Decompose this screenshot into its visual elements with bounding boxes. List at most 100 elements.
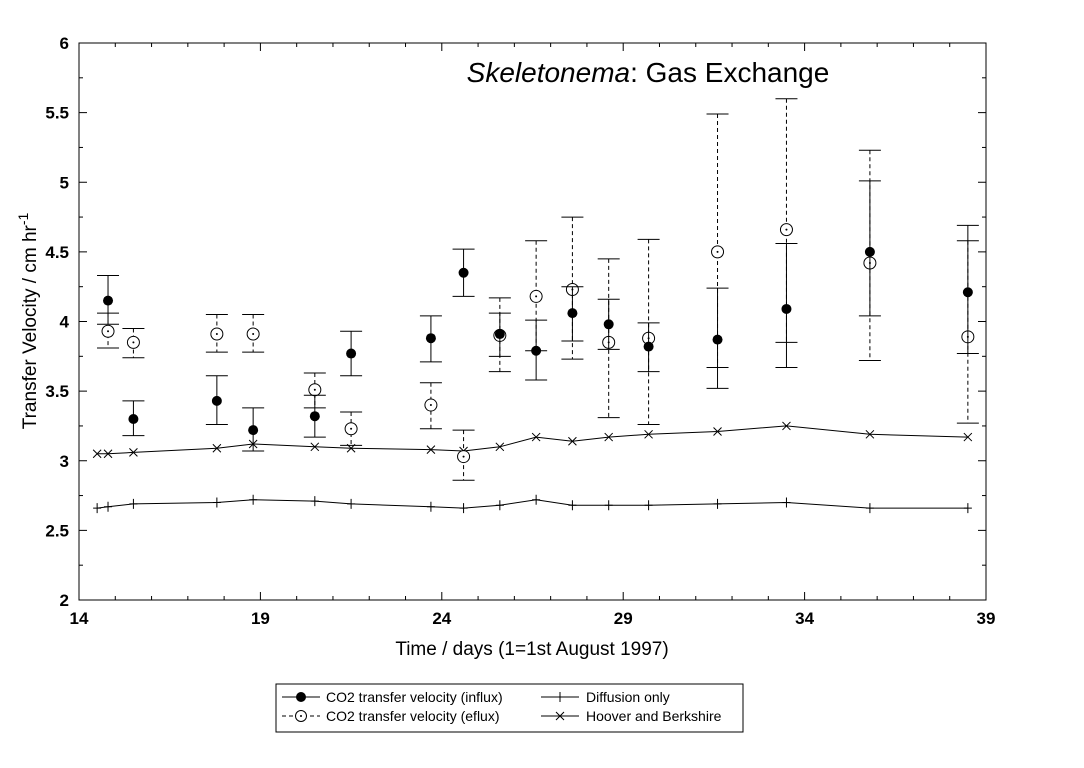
diffusion-point bbox=[310, 496, 319, 507]
influx-point bbox=[309, 411, 320, 422]
x-tick-label: 34 bbox=[795, 609, 814, 628]
influx-point bbox=[211, 395, 222, 406]
diffusion-point bbox=[865, 503, 874, 514]
legend-label-influx: CO2 transfer velocity (influx) bbox=[326, 689, 503, 705]
hoover-berkshire-point bbox=[963, 432, 973, 442]
y-tick-label: 4 bbox=[60, 313, 70, 332]
y-tick-label: 2.5 bbox=[45, 521, 69, 540]
influx-point bbox=[248, 425, 259, 436]
chart-title: Skeletonema: Gas Exchange bbox=[467, 57, 830, 88]
legend-label-hoover: Hoover and Berkshire bbox=[586, 708, 722, 724]
influx-point bbox=[346, 348, 357, 359]
eflux-point-center bbox=[350, 427, 353, 430]
diffusion-point bbox=[426, 501, 435, 512]
influx-point bbox=[603, 319, 614, 330]
diffusion-point bbox=[249, 494, 258, 505]
influx-point bbox=[712, 334, 723, 345]
eflux-point-center bbox=[107, 330, 110, 333]
diffusion-point bbox=[604, 500, 613, 511]
hoover-berkshire-point bbox=[604, 432, 614, 442]
influx-point bbox=[531, 345, 542, 356]
influx-point bbox=[458, 267, 469, 278]
legend-box bbox=[275, 683, 744, 733]
diffusion-point bbox=[782, 497, 791, 508]
legend-entry-diffusion: Diffusion only bbox=[541, 689, 670, 705]
eflux-point-center bbox=[429, 404, 432, 407]
influx-point bbox=[103, 295, 114, 306]
eflux-point-center bbox=[716, 250, 719, 253]
hoover-berkshire-point bbox=[310, 442, 320, 452]
influx-point bbox=[494, 329, 505, 340]
y-tick-label: 3.5 bbox=[45, 382, 69, 401]
chart-title-rest: : Gas Exchange bbox=[630, 57, 829, 88]
legend-marker-influx bbox=[296, 692, 306, 702]
influx-point bbox=[864, 246, 875, 257]
diffusion-point bbox=[459, 503, 468, 514]
diffusion-point bbox=[347, 498, 356, 509]
diffusion-point bbox=[104, 501, 113, 512]
x-tick-label: 19 bbox=[251, 609, 270, 628]
x-tick-label: 14 bbox=[70, 609, 89, 628]
eflux-point-center bbox=[535, 295, 538, 298]
hoover-berkshire-point bbox=[531, 432, 541, 442]
diffusion-line bbox=[97, 499, 968, 509]
legend-marker-hoover bbox=[555, 711, 565, 721]
y-tick-label: 5.5 bbox=[45, 104, 69, 123]
hoover-berkshire-point bbox=[103, 449, 113, 459]
influx-point bbox=[781, 303, 792, 314]
diffusion-point bbox=[644, 500, 653, 511]
eflux-point-center bbox=[215, 333, 218, 336]
hoover-berkshire-point bbox=[568, 436, 577, 446]
x-tick-label: 29 bbox=[614, 609, 633, 628]
y-axis-title-main: Transfer Velocity / cm hr bbox=[20, 224, 41, 429]
eflux-point-center bbox=[132, 341, 135, 344]
diffusion-point bbox=[129, 498, 138, 509]
diffusion-point bbox=[495, 500, 504, 511]
y-tick-label: 4.5 bbox=[45, 243, 69, 262]
x-tick-label: 39 bbox=[977, 609, 996, 628]
eflux-point-center bbox=[785, 228, 788, 231]
eflux-point-center bbox=[313, 388, 316, 391]
hoover-berkshire-point bbox=[92, 449, 102, 459]
y-tick-label: 2 bbox=[60, 591, 69, 610]
hoover-berkshire-line bbox=[97, 425, 968, 455]
y-axis-title: Transfer Velocity / cm hr-1 bbox=[15, 212, 41, 429]
diffusion-point bbox=[212, 497, 221, 508]
influx-point bbox=[643, 341, 654, 352]
y-tick-label: 3 bbox=[60, 452, 69, 471]
legend-entry-hoover: Hoover and Berkshire bbox=[541, 708, 722, 724]
influx-point bbox=[128, 413, 139, 424]
legend-label-diffusion: Diffusion only bbox=[586, 689, 670, 705]
hoover-berkshire-point bbox=[713, 427, 722, 436]
diffusion-point bbox=[713, 498, 722, 509]
hoover-berkshire-point bbox=[212, 443, 222, 453]
diffusion-point bbox=[963, 503, 972, 514]
x-axis-title: Time / days (1=1st August 1997) bbox=[395, 639, 668, 660]
legend-label-eflux: CO2 transfer velocity (eflux) bbox=[326, 708, 500, 724]
hoover-berkshire-point bbox=[644, 429, 653, 439]
diffusion-point bbox=[568, 500, 577, 511]
influx-point bbox=[567, 308, 578, 319]
eflux-point-center bbox=[462, 455, 465, 458]
hoover-berkshire-point bbox=[426, 445, 436, 454]
eflux-point-center bbox=[252, 333, 255, 336]
hoover-berkshire-point bbox=[782, 421, 791, 431]
legend-entry-influx: CO2 transfer velocity (influx) bbox=[282, 689, 503, 705]
x-tick-label: 24 bbox=[432, 609, 451, 628]
chart-title-italic: Skeletonema bbox=[467, 57, 630, 88]
hoover-berkshire-point bbox=[865, 429, 875, 439]
legend: CO2 transfer velocity (influx) CO2 trans… bbox=[275, 683, 744, 733]
hoover-berkshire-point bbox=[495, 442, 505, 452]
legend-marker-eflux-dot bbox=[300, 715, 302, 717]
y-axis-title-superscript: -1 bbox=[15, 212, 31, 225]
axis-ticks: 14 19 24 29 34 39 2 2.5 3 3.5 4 4.5 5 5.5 6 bbox=[45, 34, 995, 628]
y-tick-label: 6 bbox=[60, 34, 69, 53]
plot-frame bbox=[78, 42, 987, 601]
data-series bbox=[92, 98, 979, 514]
legend-entry-eflux: CO2 transfer velocity (eflux) bbox=[282, 708, 500, 724]
influx-point bbox=[962, 287, 973, 298]
hoover-berkshire-point bbox=[129, 448, 138, 457]
y-tick-label: 5 bbox=[60, 173, 69, 192]
